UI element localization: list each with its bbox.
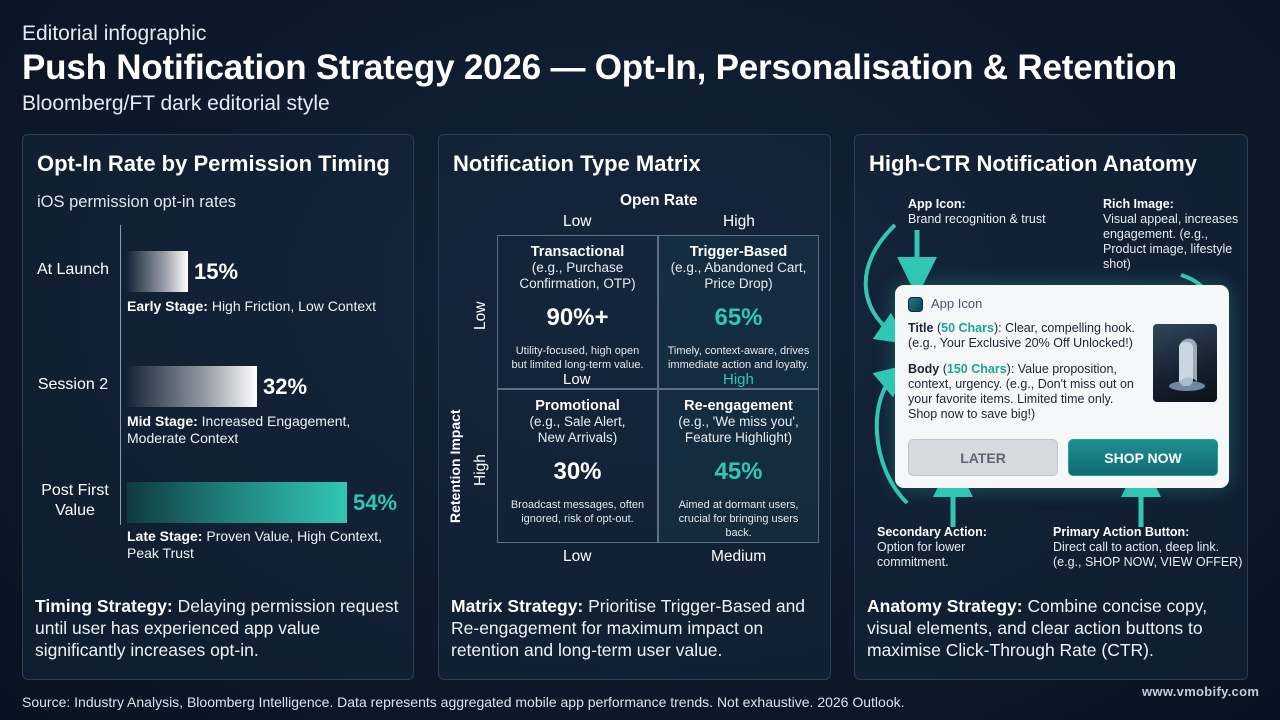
open-rate-axis-title: Open Rate <box>620 192 698 209</box>
matrix-cell-promotional: Promotional (e.g., Sale Alert, New Arriv… <box>497 389 658 543</box>
notification-body-text: Body (150 Chars): Value proposition, con… <box>908 362 1134 421</box>
bar-post-first-value <box>127 482 347 523</box>
retention-low-label: Low <box>472 301 489 330</box>
bar-label-at-launch: At Launch <box>36 261 110 278</box>
cell-description: Broadcast messages, often ignored, risk … <box>510 499 645 525</box>
bar-value-post-first-value: 54% <box>353 490 398 515</box>
brand-url[interactable]: www.vmobify.com <box>1142 684 1260 699</box>
chart-axis-line <box>120 225 121 525</box>
anatomy-panel: High-CTR Notification Anatomy App Icon: B… <box>854 134 1248 680</box>
cell-title: Re-engagement <box>684 398 793 414</box>
later-button[interactable]: LATER <box>908 439 1058 476</box>
cell-description: Aimed at dormant users, crucial for brin… <box>678 499 799 539</box>
matrix-panel: Notification Type Matrix Open Rate Low H… <box>438 134 831 680</box>
bar-value-session-2: 32% <box>263 374 308 399</box>
cell-title: Trigger-Based <box>689 244 788 260</box>
notification-title-text: Title (50 Chars): Clear, compelling hook… <box>908 321 1135 350</box>
bar-value-at-launch: 15% <box>194 259 239 284</box>
page-subtitle: Bloomberg/FT dark editorial style <box>22 92 330 115</box>
rich-image <box>1153 324 1217 402</box>
cell-description: Timely, context-aware, drives immediate … <box>667 345 810 371</box>
open-rate-mid-low: Low <box>563 371 591 388</box>
bar-note-mid: Mid Stage: Increased Engagement, Moderat… <box>127 413 351 446</box>
opt-in-caption: iOS permission opt-in rates <box>37 193 236 211</box>
open-rate-top-low: Low <box>563 213 592 230</box>
retention-impact-axis-title: Retention Impact <box>447 409 463 523</box>
cell-percent: 30% <box>553 458 602 485</box>
cell-percent: 65% <box>714 304 763 331</box>
bar-note-late: Late Stage: Proven Value, High Context, … <box>127 528 382 561</box>
shop-now-button[interactable]: SHOP NOW <box>1068 439 1218 476</box>
eyebrow-label: Editorial infographic <box>22 22 207 45</box>
source-footnote: Source: Industry Analysis, Bloomberg Int… <box>22 694 905 710</box>
cell-example: (e.g., 'We miss you', Feature Highlight) <box>678 414 799 445</box>
bar-label-session-2: Session 2 <box>37 376 109 393</box>
bar-session-2 <box>127 366 257 407</box>
bar-label-post-first-value: Post First Value <box>41 482 109 519</box>
retention-high-label: High <box>472 454 489 486</box>
open-rate-mid-high: High <box>723 371 754 388</box>
app-icon-annotation: App Icon: Brand recognition & trust <box>908 197 1046 226</box>
open-rate-top-high: High <box>723 213 755 230</box>
arrow-app-icon-title <box>863 223 909 345</box>
matrix-cell-trigger-based: Trigger-Based (e.g., Abandoned Cart, Pri… <box>658 235 819 389</box>
app-icon <box>908 297 923 312</box>
bar-at-launch <box>127 251 188 292</box>
anatomy-panel-title: High-CTR Notification Anatomy <box>869 151 1197 176</box>
matrix-strategy-text: Matrix Strategy: Prioritise Trigger-Base… <box>451 596 806 660</box>
cell-example: (e.g., Purchase Confirmation, OTP) <box>519 260 636 291</box>
opt-in-panel: Opt-In Rate by Permission Timing iOS per… <box>22 134 414 680</box>
matrix-cell-re-engagement: Re-engagement (e.g., 'We miss you', Feat… <box>658 389 819 543</box>
cell-example: (e.g., Sale Alert, New Arrivals) <box>529 414 626 445</box>
matrix-cell-transactional: Transactional (e.g., Purchase Confirmati… <box>497 235 658 389</box>
open-rate-bottom-low: Low <box>563 548 592 565</box>
cell-title: Transactional <box>530 244 625 260</box>
app-icon-label: App Icon <box>931 296 983 311</box>
primary-action-annotation: Primary Action Button: Direct call to act… <box>1053 525 1243 569</box>
notification-card: App Icon Title (50 Chars): Clear, compel… <box>895 285 1229 488</box>
open-rate-bottom-medium: Medium <box>711 548 767 565</box>
matrix-panel-title: Notification Type Matrix <box>453 151 701 176</box>
cell-example: (e.g., Abandoned Cart, Price Drop) <box>670 260 807 291</box>
page-title: Push Notification Strategy 2026 — Opt-In… <box>22 48 1177 87</box>
anatomy-strategy-text: Anatomy Strategy: Combine concise copy, … <box>867 596 1208 660</box>
product-image-icon <box>1169 338 1205 391</box>
cell-title: Promotional <box>535 398 620 414</box>
cell-percent: 90%+ <box>546 304 609 331</box>
opt-in-panel-title: Opt-In Rate by Permission Timing <box>37 151 390 176</box>
bar-note-early: Early Stage: High Friction, Low Context <box>127 298 377 314</box>
secondary-action-annotation: Secondary Action: Option for lower commit… <box>877 525 987 569</box>
arrow-body <box>872 364 909 505</box>
timing-strategy-text: Timing Strategy: Delaying permission req… <box>35 596 399 660</box>
cell-description: Utility-focused, high open but limited l… <box>511 345 644 371</box>
cell-percent: 45% <box>714 458 763 485</box>
rich-image-annotation: Rich Image: Visual appeal, increases enga… <box>1103 197 1239 271</box>
